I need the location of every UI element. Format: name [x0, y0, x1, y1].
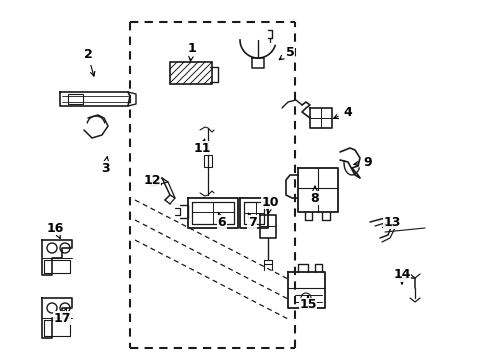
Text: 5: 5: [286, 45, 294, 58]
Text: 12: 12: [143, 174, 161, 186]
Bar: [204, 155, 212, 167]
Text: 9: 9: [364, 156, 372, 168]
Text: 1: 1: [188, 41, 196, 54]
Text: 11: 11: [193, 141, 211, 154]
Text: 8: 8: [311, 192, 319, 204]
Text: 10: 10: [261, 195, 279, 208]
Text: 7: 7: [247, 216, 256, 229]
Text: 3: 3: [100, 162, 109, 175]
Text: 14: 14: [393, 269, 411, 282]
Text: 13: 13: [383, 216, 401, 229]
Text: 17: 17: [53, 311, 71, 324]
Text: 4: 4: [343, 105, 352, 118]
Text: 15: 15: [299, 298, 317, 311]
Bar: [68, 94, 83, 104]
Bar: [170, 62, 212, 84]
Text: 2: 2: [84, 49, 93, 62]
Text: 6: 6: [218, 216, 226, 229]
Text: 16: 16: [47, 221, 64, 234]
